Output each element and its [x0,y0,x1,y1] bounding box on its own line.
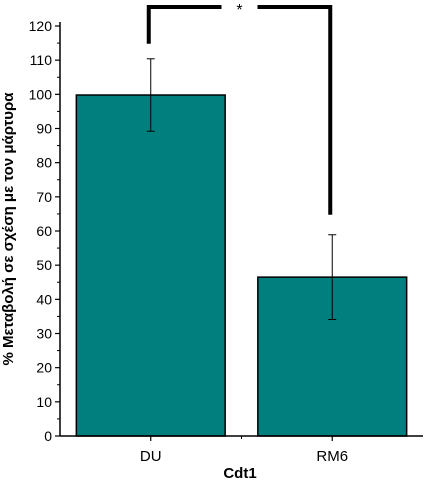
y-tick-label: 120 [29,18,53,34]
x-tick-label: DU [140,448,162,465]
bracket-right [257,5,333,215]
y-tick-label: 70 [36,189,52,205]
error-bar-rm6 [328,234,337,320]
error-bars [146,58,337,320]
y-tick-label: 50 [36,257,52,273]
bars [75,94,408,437]
y-tick-label: 60 [36,223,52,239]
y-ticks: 0 10 20 30 40 50 60 70 80 90 100 110 120 [29,18,60,444]
x-tick-label: RM6 [316,448,348,465]
y-axis-title: % Μεταβολή σε σχέση με τον μάρτυρα [0,92,17,366]
x-ticks: DU RM6 [140,436,348,465]
y-tick-label: 90 [36,121,52,137]
significance-star: * [236,2,242,19]
y-tick-label: 40 [36,291,52,307]
y-tick-label: 10 [36,394,52,410]
y-tick-label: 80 [36,155,52,171]
significance-bracket: * [146,2,333,215]
bar-du [75,94,226,437]
y-tick-label: 100 [29,86,53,102]
x-axis-title: Cdt1 [223,465,256,482]
y-tick-label: 20 [36,360,52,376]
y-tick-label: 0 [44,428,52,444]
y-tick-label: 110 [30,52,53,68]
error-bar-du [146,58,155,132]
bracket-left [146,5,222,44]
y-tick-label: 30 [36,326,52,342]
